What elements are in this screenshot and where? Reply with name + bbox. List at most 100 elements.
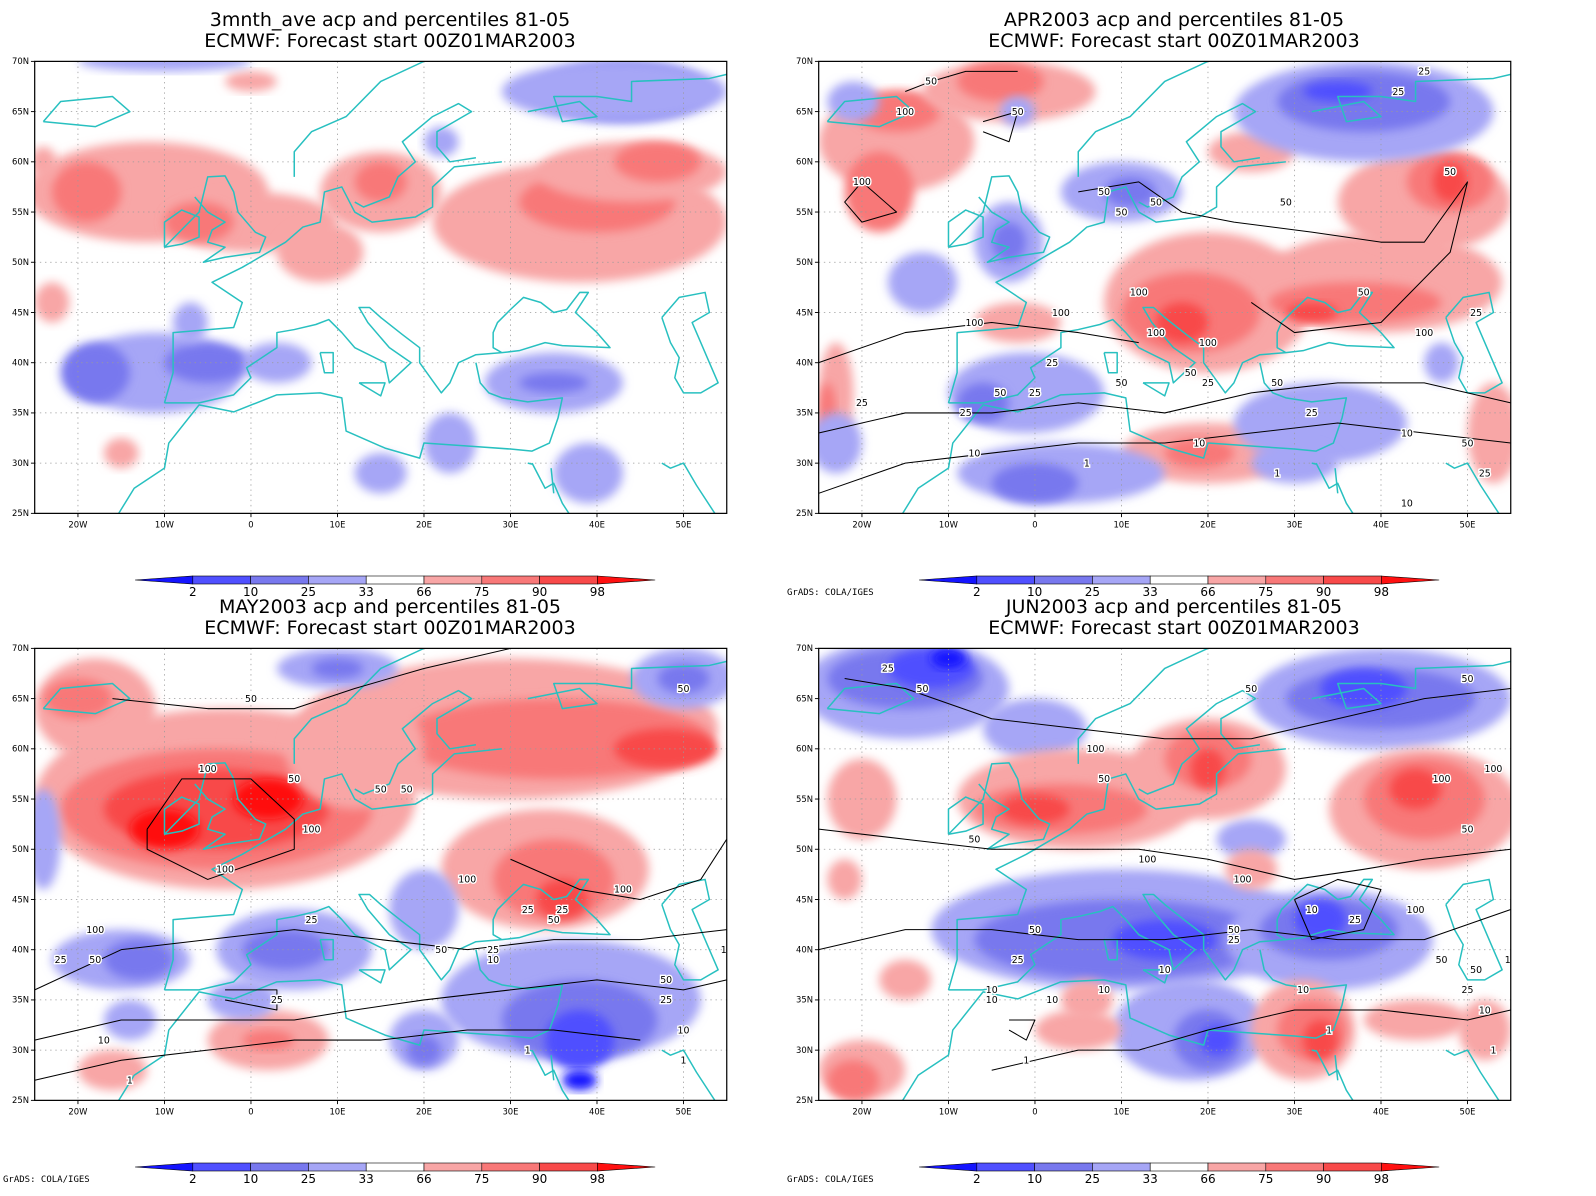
panel-may2003: MAY2003 acp and percentiles 81-05 ECMWF:… bbox=[0, 587, 780, 1186]
panel-subtitle: ECMWF: Forecast start 00Z01MAR2003 bbox=[988, 617, 1360, 639]
contour-label: 50 bbox=[435, 945, 447, 956]
coastline bbox=[1138, 689, 1261, 795]
percentile-region bbox=[991, 463, 1079, 504]
contour-label: 50 bbox=[925, 77, 937, 88]
contour-label: 50 bbox=[1098, 774, 1110, 785]
lat-tick-label: 40N bbox=[12, 358, 29, 368]
lat-tick-label: 55N bbox=[12, 207, 29, 217]
contour-label: 100 bbox=[1087, 744, 1105, 755]
percentile-region bbox=[164, 342, 251, 383]
lat-tick-label: 65N bbox=[796, 693, 813, 703]
contour-label: 25 bbox=[1418, 67, 1430, 78]
colorbar-label: 25 bbox=[1085, 1172, 1100, 1186]
coastline bbox=[163, 748, 502, 991]
lon-tick-label: 10W bbox=[939, 519, 959, 529]
contour-label: 50 bbox=[678, 684, 690, 695]
colorbar-segment bbox=[539, 1162, 598, 1172]
coastline bbox=[1311, 462, 1317, 465]
lat-tick-label: 40N bbox=[12, 945, 29, 955]
lat-tick-label: 30N bbox=[12, 1045, 29, 1055]
colorbar-label: 98 bbox=[1374, 1172, 1389, 1186]
panel-title: MAY2003 acp and percentiles 81-05 bbox=[218, 596, 562, 618]
panel-subtitle: ECMWF: Forecast start 00Z01MAR2003 bbox=[204, 30, 576, 52]
percentile-region bbox=[1233, 382, 1407, 464]
lat-tick-label: 25N bbox=[12, 1095, 29, 1105]
contour-label: 50 bbox=[1271, 378, 1283, 389]
percentile-region bbox=[1034, 1009, 1122, 1051]
percentile-region bbox=[103, 438, 139, 469]
contour-label: 1 bbox=[127, 1076, 133, 1087]
contour-label: 25 bbox=[1012, 955, 1024, 966]
percentile-region bbox=[614, 141, 701, 182]
coastline bbox=[42, 682, 131, 715]
lon-tick-label: 50E bbox=[1459, 1106, 1475, 1116]
percentile-region bbox=[957, 61, 1044, 102]
colorbar-segment bbox=[597, 575, 656, 585]
lat-tick-label: 30N bbox=[796, 458, 813, 468]
percentile-region bbox=[51, 161, 122, 223]
contour-label: 10 bbox=[1401, 499, 1413, 510]
percentile-region bbox=[242, 929, 329, 970]
contour-line bbox=[1078, 181, 1469, 334]
lon-tick-label: 20W bbox=[68, 1106, 88, 1116]
contour-line bbox=[510, 838, 727, 901]
percentile-region bbox=[311, 658, 364, 679]
colorbar-segment bbox=[134, 1162, 194, 1172]
colorbar-label: 33 bbox=[1143, 1172, 1158, 1186]
coastline bbox=[826, 682, 915, 715]
contour-label: 25 bbox=[1228, 935, 1240, 946]
coastline bbox=[319, 938, 334, 961]
lat-tick-label: 30N bbox=[12, 458, 29, 468]
colorbar-label: 33 bbox=[1143, 585, 1158, 599]
colorbar: 2 10 25 33 66 75 90 98 bbox=[918, 1162, 1440, 1186]
contour-line bbox=[1294, 878, 1382, 941]
coastline bbox=[1311, 1049, 1317, 1052]
percentile-region bbox=[60, 342, 130, 403]
lon-tick-label: 20E bbox=[1200, 519, 1216, 529]
coastline bbox=[358, 382, 386, 397]
contour-label: 100 bbox=[853, 177, 871, 188]
percentile-region bbox=[974, 302, 1061, 343]
lon-tick-label: 40E bbox=[1373, 1106, 1389, 1116]
colorbar-label: 10 bbox=[243, 1172, 258, 1186]
lat-tick-label: 55N bbox=[12, 794, 29, 804]
contour-label: 100 bbox=[199, 764, 217, 775]
lat-tick-label: 25N bbox=[796, 1095, 813, 1105]
contour-label: 10 bbox=[1401, 428, 1413, 439]
lat-tick-label: 70N bbox=[12, 643, 29, 653]
contour-label: 1 bbox=[681, 1055, 687, 1066]
map-background bbox=[34, 61, 727, 514]
contour-label: 25 bbox=[1392, 87, 1404, 98]
lon-tick-label: 10W bbox=[939, 1106, 959, 1116]
contour-label: 10 bbox=[721, 945, 733, 956]
map-frame bbox=[818, 60, 1512, 514]
contour-label: 10 bbox=[1159, 965, 1171, 976]
lat-tick-label: 45N bbox=[796, 894, 813, 904]
colorbar-label: 10 bbox=[243, 585, 258, 599]
lon-tick-label: 10E bbox=[329, 1106, 345, 1116]
percentile-region bbox=[354, 453, 407, 494]
percentile-region bbox=[501, 61, 727, 122]
percentile-region bbox=[1424, 342, 1459, 383]
lon-tick-label: 50E bbox=[675, 1106, 691, 1116]
contour-line bbox=[991, 1009, 1511, 1071]
coastline bbox=[1138, 102, 1261, 208]
coastline bbox=[1103, 351, 1118, 374]
colorbar-segment bbox=[1149, 575, 1209, 585]
coastline bbox=[1315, 1049, 1354, 1101]
lon-tick-label: 20E bbox=[1200, 1106, 1216, 1116]
colorbar-label: 98 bbox=[590, 1172, 605, 1186]
percentile-region bbox=[1458, 999, 1511, 1061]
map-frame bbox=[34, 60, 728, 514]
lat-tick-label: 45N bbox=[796, 307, 813, 317]
coastline bbox=[901, 949, 1348, 1101]
contour-label: 100 bbox=[86, 925, 104, 936]
contour-label: 50 bbox=[1150, 197, 1162, 208]
lon-tick-label: 20W bbox=[852, 519, 872, 529]
contour-label: 100 bbox=[614, 885, 632, 896]
contour-line bbox=[905, 70, 1018, 92]
percentile-region bbox=[406, 1035, 442, 1066]
coastline bbox=[164, 291, 611, 404]
